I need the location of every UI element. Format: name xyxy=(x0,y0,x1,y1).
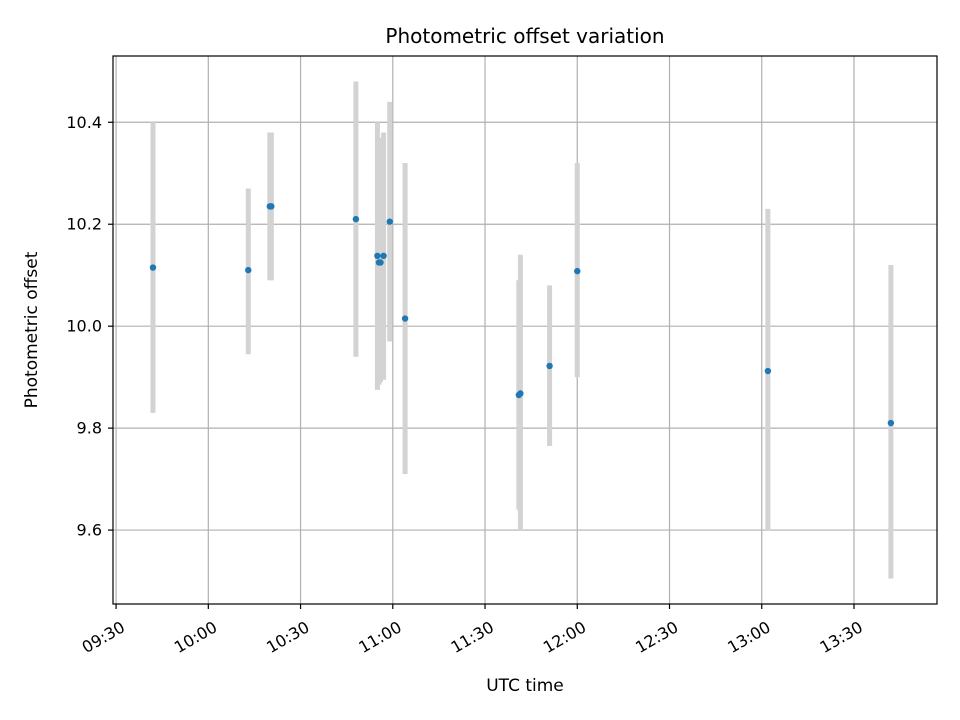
data-point xyxy=(149,264,157,271)
data-point xyxy=(268,203,275,210)
data-point xyxy=(386,218,393,225)
chart-title: Photometric offset variation xyxy=(385,24,664,48)
data-point xyxy=(380,252,387,260)
data-point xyxy=(245,266,252,274)
y-tick-label: 10.0 xyxy=(66,317,102,336)
y-tick-label: 9.8 xyxy=(77,419,102,438)
plot-area xyxy=(113,56,937,604)
grid-lines xyxy=(113,56,937,604)
y-tick-label: 10.4 xyxy=(66,113,102,132)
data-point xyxy=(401,315,409,322)
data-point xyxy=(546,362,553,370)
y-tick-label: 9.6 xyxy=(77,521,102,540)
data-point xyxy=(374,252,381,260)
data-point xyxy=(574,267,581,275)
x-axis-label: UTC time xyxy=(486,676,564,696)
data-point xyxy=(887,419,895,427)
data-point xyxy=(352,215,360,223)
data-points xyxy=(149,203,895,427)
y-axis-label: Photometric offset xyxy=(22,251,42,408)
y-tick-label: 10.2 xyxy=(66,215,102,234)
data-point xyxy=(377,259,384,266)
plot-frame xyxy=(112,55,938,605)
data-point xyxy=(517,390,524,397)
data-point xyxy=(764,367,772,375)
